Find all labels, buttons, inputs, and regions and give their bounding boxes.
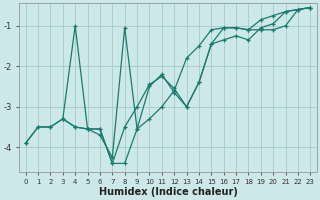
X-axis label: Humidex (Indice chaleur): Humidex (Indice chaleur) bbox=[99, 187, 237, 197]
